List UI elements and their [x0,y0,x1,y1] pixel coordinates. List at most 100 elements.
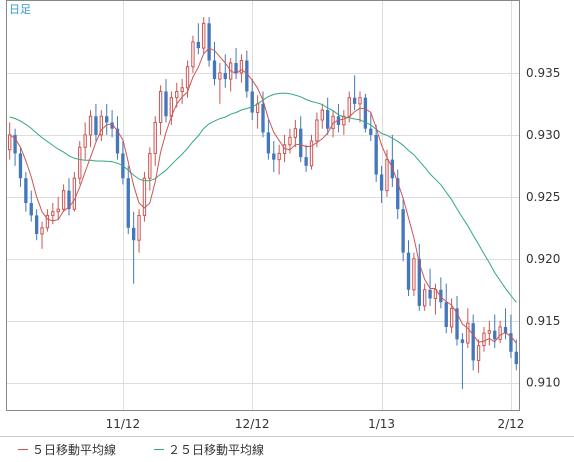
candle-body [498,326,502,340]
candle-body [78,146,82,179]
candle [369,112,373,142]
x-axis-ticks: 11/12 12/12 1/13 2/12 [106,417,525,431]
candle [444,283,448,334]
candle-body [363,97,368,129]
candle-body [245,60,249,92]
candle-body [455,308,459,340]
y-tick-label: 0.935 [526,66,560,80]
x-tick-label: 2/12 [497,417,524,431]
candle-body [304,157,308,166]
candle [460,333,465,389]
candle [29,190,33,222]
y-axis-ticks: 0.935 0.930 0.925 0.920 0.915 0.910 [526,66,560,390]
candle-body [56,208,60,213]
candle [34,209,39,241]
candle-body [342,115,346,126]
x-tick-label: 1/13 [368,417,395,431]
candle [487,320,492,346]
candle [471,314,475,371]
candle [514,339,518,371]
legend-label: ５日移動平均線 [32,442,116,457]
candle-body [320,109,324,121]
candle-body [207,23,211,61]
candle [202,17,206,55]
candle [342,110,346,135]
candle-body [369,128,373,135]
candle-body [99,115,103,136]
candle-body [88,115,93,136]
candle-body [18,153,23,179]
candle [239,54,244,83]
candle [88,110,93,148]
candle-body [218,72,222,80]
candle [131,211,136,284]
candle [412,252,416,296]
candle-body [277,152,281,161]
candle-body [482,332,486,347]
candle [40,221,44,249]
candle-body [423,289,427,307]
candle [180,79,184,104]
candle-body [493,330,497,340]
candle-body [72,177,77,210]
candle-body [175,90,179,99]
candle [191,35,195,73]
candle [137,209,141,253]
candle [78,141,82,185]
candle-body [255,103,260,114]
candle [293,119,298,148]
candle-body [487,330,492,334]
candle-body [61,190,66,210]
candle-body [266,132,271,154]
candle-body [444,302,448,327]
y-tick-label: 0.910 [526,376,560,390]
candle [428,268,432,306]
candle-body [67,190,71,210]
y-tick-label: 0.930 [526,128,560,142]
candle [309,134,314,170]
candle-body [164,91,168,117]
candle [482,326,486,352]
candle [8,122,12,160]
candle [423,283,427,311]
candle [320,103,324,129]
candle [142,172,147,222]
candle [45,209,50,232]
candle-body [352,97,357,104]
period-label: 日足 [9,3,31,16]
candle [406,240,411,296]
candle [148,147,152,191]
candle-body [196,41,200,49]
y-tick-label: 0.925 [526,190,560,204]
candle-body [293,128,298,138]
candle [18,147,23,187]
candle-body [51,211,55,216]
candle [56,196,60,220]
candle-body [234,62,238,73]
candle-body [379,174,384,191]
candle-body [503,326,508,334]
candle-body [191,41,195,68]
candle-body [223,72,227,80]
candle [363,93,368,133]
candle-body [40,227,44,235]
candle [455,295,459,346]
candle-body [261,103,265,133]
candle [83,122,87,160]
candle-body [212,60,217,80]
candle [401,199,405,262]
candle [99,110,103,142]
candle [498,320,502,344]
candle [207,17,211,67]
candle [277,144,281,175]
candle-body [239,59,244,74]
candle [24,172,28,212]
candle [272,141,276,173]
candle-body [449,307,454,328]
candle-body [24,178,28,204]
candle-body [94,116,98,135]
candle-body [115,128,120,154]
candle [105,103,109,135]
candle-body [29,203,33,216]
